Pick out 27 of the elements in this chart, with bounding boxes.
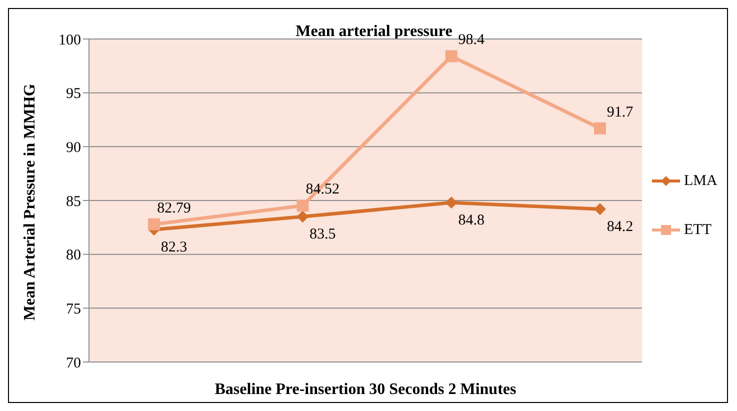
data-label: 98.4 bbox=[458, 32, 485, 48]
point bbox=[594, 203, 606, 216]
y-tick-label: 85 bbox=[66, 194, 81, 210]
x-axis-title: Baseline Pre-insertion 30 Seconds 2 Minutes bbox=[214, 381, 516, 398]
point bbox=[296, 210, 309, 223]
y-tick-label: 90 bbox=[66, 140, 81, 156]
y-tick-label: 70 bbox=[66, 355, 81, 372]
legend-label: ETT bbox=[684, 222, 712, 238]
y-tick-label: 80 bbox=[66, 248, 81, 264]
point bbox=[296, 200, 309, 212]
legend-label: LMA bbox=[684, 172, 718, 190]
point bbox=[594, 122, 606, 134]
y-tick-label: 75 bbox=[66, 301, 81, 318]
chart-title: Mean arterial pressure bbox=[296, 23, 452, 40]
y-tick-label: 95 bbox=[66, 86, 81, 102]
data-label: 82.79 bbox=[157, 200, 191, 216]
data-label: 84.8 bbox=[458, 212, 484, 229]
data-label: 84.52 bbox=[306, 182, 340, 198]
data-label: 83.5 bbox=[310, 226, 336, 243]
point bbox=[445, 196, 458, 209]
data-label: 84.2 bbox=[606, 219, 634, 236]
point bbox=[148, 218, 160, 230]
y-tick-label: 100 bbox=[58, 32, 81, 48]
point bbox=[445, 50, 458, 62]
data-label: 82.3 bbox=[160, 240, 188, 256]
data-label: 91.7 bbox=[606, 104, 634, 120]
y-axis-title: Mean Arterial Pressure in MMHG bbox=[22, 83, 39, 320]
